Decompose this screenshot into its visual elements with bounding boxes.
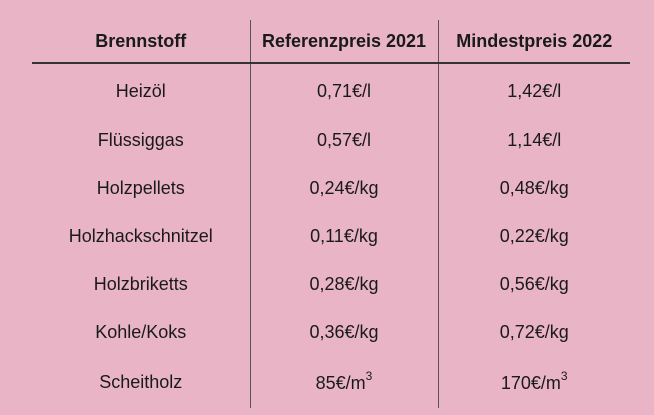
fuel-cell: Holzpellets <box>96 177 185 198</box>
fuel-cell: Holzhackschnitzel <box>68 225 213 246</box>
header-reference-price-2021: Referenzpreis 2021 <box>249 20 438 64</box>
minimum-price-cell: 1,14€/l <box>437 116 630 164</box>
minimum-price-cell: 1,42€/l <box>437 63 630 116</box>
minimum-price-cell: 0,56€/kg <box>437 260 630 308</box>
fuel-cell: Heizöl <box>115 80 166 101</box>
reference-price-cell: 0,36€/kg <box>249 308 438 356</box>
price-value: 85€/m <box>315 372 366 393</box>
minimum-price-cell: 170€/m3 <box>437 356 630 408</box>
unit-exponent: 3 <box>365 368 373 383</box>
table-row: Holzbriketts 0,28€/kg 0,56€/kg <box>32 260 630 308</box>
header-minimum-price-2022: Mindestpreis 2022 <box>437 20 630 64</box>
price-value: 170€/m <box>500 372 561 393</box>
fuel-cell: Kohle/Koks <box>95 321 187 342</box>
reference-price-cell: 0,11€/kg <box>249 212 438 260</box>
reference-price-cell: 0,71€/l <box>249 63 438 116</box>
reference-price-cell: 0,28€/kg <box>249 260 438 308</box>
reference-price-cell: 0,24€/kg <box>249 164 438 212</box>
minimum-price-cell: 0,22€/kg <box>437 212 630 260</box>
reference-price-cell: 85€/m3 <box>249 356 438 408</box>
table-row: Holzpellets 0,24€/kg 0,48€/kg <box>32 164 630 212</box>
table-row: Flüssiggas 0,57€/l 1,14€/l <box>32 116 630 164</box>
unit-exponent: 3 <box>560 368 568 383</box>
table-header: Brennstoff Referenzpreis 2021 Mindestpre… <box>32 20 630 64</box>
table-row: Heizöl 0,71€/l 1,42€/l <box>32 63 630 116</box>
fuel-cell: Scheitholz <box>99 371 183 392</box>
header-row: Brennstoff Referenzpreis 2021 Mindestpre… <box>32 20 630 64</box>
table-row: Holzhackschnitzel 0,11€/kg 0,22€/kg <box>32 212 630 260</box>
table-row: Kohle/Koks 0,36€/kg 0,72€/kg <box>32 308 630 356</box>
header-fuel: Brennstoff <box>32 20 250 64</box>
reference-price-cell: 0,57€/l <box>249 116 438 164</box>
fuel-cell: Holzbriketts <box>93 273 188 294</box>
minimum-price-cell: 0,48€/kg <box>437 164 630 212</box>
price-table: Brennstoff Referenzpreis 2021 Mindestpre… <box>32 20 630 408</box>
minimum-price-cell: 0,72€/kg <box>437 308 630 356</box>
table-row: Scheitholz 85€/m3 170€/m3 <box>32 356 630 408</box>
table-body: Heizöl 0,71€/l 1,42€/l Flüssiggas 0,57€/… <box>32 63 630 408</box>
fuel-cell: Flüssiggas <box>97 129 184 150</box>
price-table-container: Brennstoff Referenzpreis 2021 Mindestpre… <box>32 20 630 408</box>
